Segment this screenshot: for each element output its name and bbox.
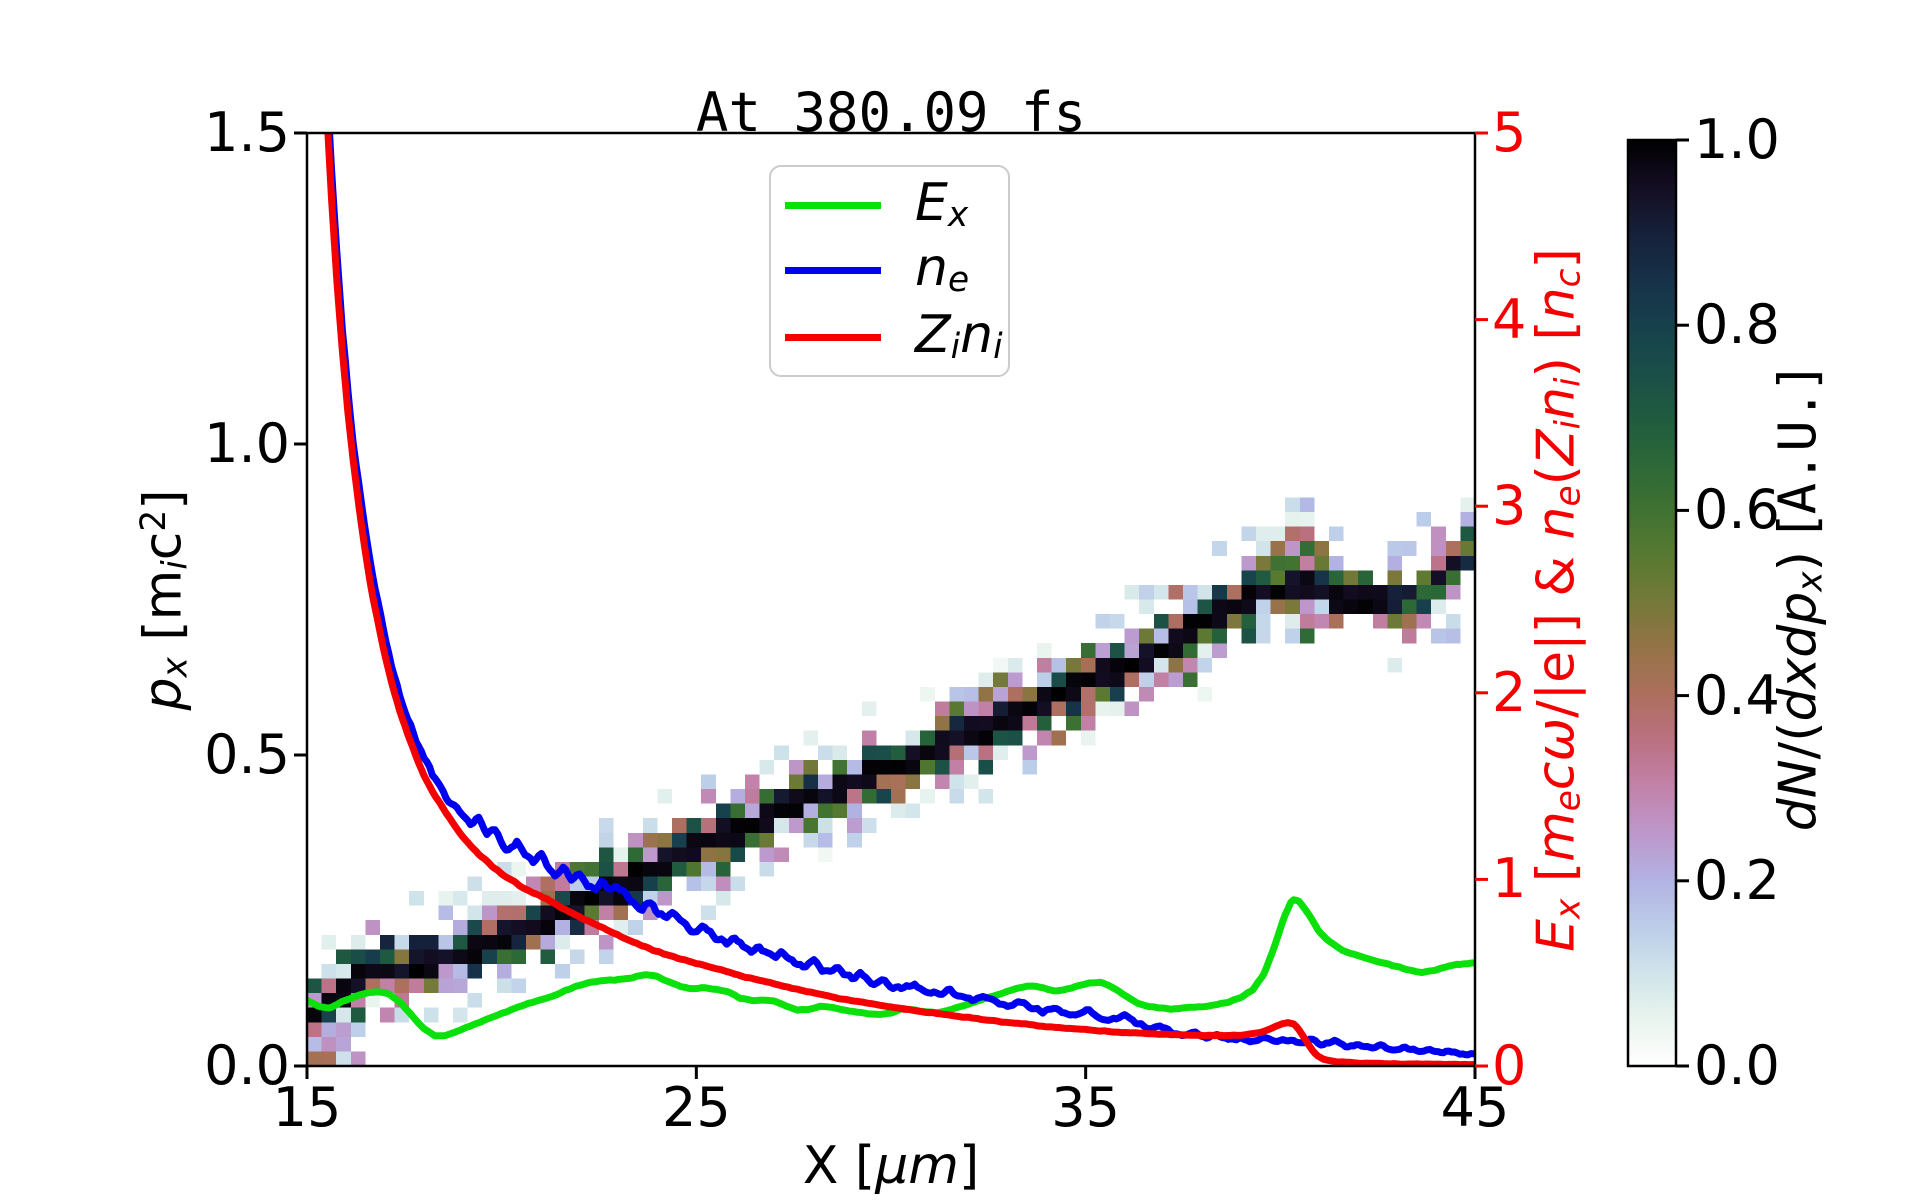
text-segment: x xyxy=(155,657,196,678)
legend-entry: ne xyxy=(771,242,1008,298)
colorbar-tick-label: 1.0 xyxy=(1694,108,1780,171)
text-segment: n xyxy=(1526,506,1587,540)
x-tick-label: 35 xyxy=(1051,1076,1121,1139)
y-left-tick-label: 1.0 xyxy=(204,412,290,475)
y-left-tick-label: 1.5 xyxy=(204,101,290,164)
text-segment: n xyxy=(1526,287,1587,321)
text-segment: i xyxy=(1548,419,1589,430)
text-segment: e xyxy=(1548,485,1589,507)
text-segment: n xyxy=(960,305,994,366)
y-left-tick-label: 0.0 xyxy=(204,1034,290,1097)
text-segment: 2 xyxy=(134,509,175,532)
text-segment: E xyxy=(915,173,948,234)
series-line-ne xyxy=(326,133,1475,1059)
text-segment: x xyxy=(1790,571,1831,592)
x-tick-label: 25 xyxy=(661,1076,731,1139)
text-segment: e xyxy=(1548,790,1589,812)
text-segment: X [ xyxy=(802,1136,876,1196)
text-segment: x xyxy=(947,195,969,236)
y-axis-label-left: px [mic2] xyxy=(133,489,196,710)
text-segment: ) [ xyxy=(1526,320,1587,378)
colorbar-tick-label: 0.0 xyxy=(1694,1034,1780,1097)
y-right-tick-label: 1 xyxy=(1492,847,1527,911)
text-segment: ( xyxy=(1526,465,1587,486)
text-segment: ω xyxy=(1526,717,1587,762)
series-line-zini xyxy=(324,133,1475,1066)
text-segment: ] xyxy=(1526,248,1587,269)
text-segment: i xyxy=(950,327,961,368)
legend-label: Zini xyxy=(915,309,1003,364)
text-segment: p xyxy=(133,677,194,711)
x-tick-label: 45 xyxy=(1440,1076,1510,1139)
colorbar-tick-label: 0.4 xyxy=(1694,663,1780,727)
colorbar-tick-label: 0.8 xyxy=(1694,293,1780,357)
plot-title: At 380.09 fs xyxy=(695,81,1087,144)
x-tick-label: 15 xyxy=(272,1076,342,1139)
text-segment: E xyxy=(1526,918,1587,952)
y-right-tick-label: 4 xyxy=(1492,287,1527,351)
y-right-tick-label: 5 xyxy=(1492,101,1527,164)
colorbar xyxy=(1626,138,1689,1068)
text-segment: /|e|] & xyxy=(1526,539,1587,718)
text-segment: μm xyxy=(875,1136,959,1196)
legend-label: ne xyxy=(915,242,969,297)
text-segment: i xyxy=(155,560,196,570)
y-axis-label-right: Ex [mecω/|e|] & ne(Zini) [nc] xyxy=(1526,248,1589,952)
legend-entry: Zini xyxy=(771,309,1008,365)
colorbar-tick-label: 0.2 xyxy=(1694,848,1780,912)
text-segment: dN xyxy=(1768,759,1829,832)
legend-line-sample xyxy=(785,333,881,341)
text-segment: [ xyxy=(1526,861,1587,899)
text-segment: /( xyxy=(1768,721,1829,760)
legend: Ex ne Zini xyxy=(769,165,1010,377)
heatmap-layer xyxy=(307,497,1475,1066)
x-axis-label: X [μm] xyxy=(803,1140,980,1192)
y-right-tick-label: 0 xyxy=(1492,1034,1527,1097)
text-segment: ] xyxy=(958,1136,980,1196)
axes-layer xyxy=(294,131,1488,1079)
colorbar-tick-label: 0.6 xyxy=(1694,478,1780,542)
text-segment: ] xyxy=(1768,368,1829,390)
text-segment: c xyxy=(1526,761,1587,791)
text-segment: c xyxy=(1548,268,1589,288)
series-line-ex xyxy=(307,896,1475,1040)
text-segment: n xyxy=(1526,386,1587,420)
text-segment: [ xyxy=(133,620,194,658)
text-segment: Z xyxy=(915,305,951,366)
y-left-tick-label: 0.5 xyxy=(204,723,290,786)
legend-label: Ex xyxy=(915,177,968,232)
text-segment: n xyxy=(915,238,948,299)
text-segment: Z xyxy=(1526,429,1587,466)
text-segment: i xyxy=(1548,377,1589,387)
colorbar-label: dN/(dxdpx) [A.U.] xyxy=(1768,369,1831,831)
text-segment: m xyxy=(1526,811,1587,862)
curves-layer xyxy=(307,133,1475,1066)
legend-entry: Ex xyxy=(771,177,1008,233)
legend-line-sample xyxy=(785,266,881,274)
text-segment: m xyxy=(133,569,194,621)
text-segment: e xyxy=(947,260,970,301)
text-segment: ] xyxy=(133,489,194,510)
text-segment: c xyxy=(133,531,194,561)
text-segment: i xyxy=(993,327,1003,368)
text-segment: x xyxy=(1548,898,1589,919)
legend-line-sample xyxy=(785,201,881,209)
y-right-tick-label: 2 xyxy=(1492,660,1527,724)
y-right-tick-label: 3 xyxy=(1492,474,1527,538)
